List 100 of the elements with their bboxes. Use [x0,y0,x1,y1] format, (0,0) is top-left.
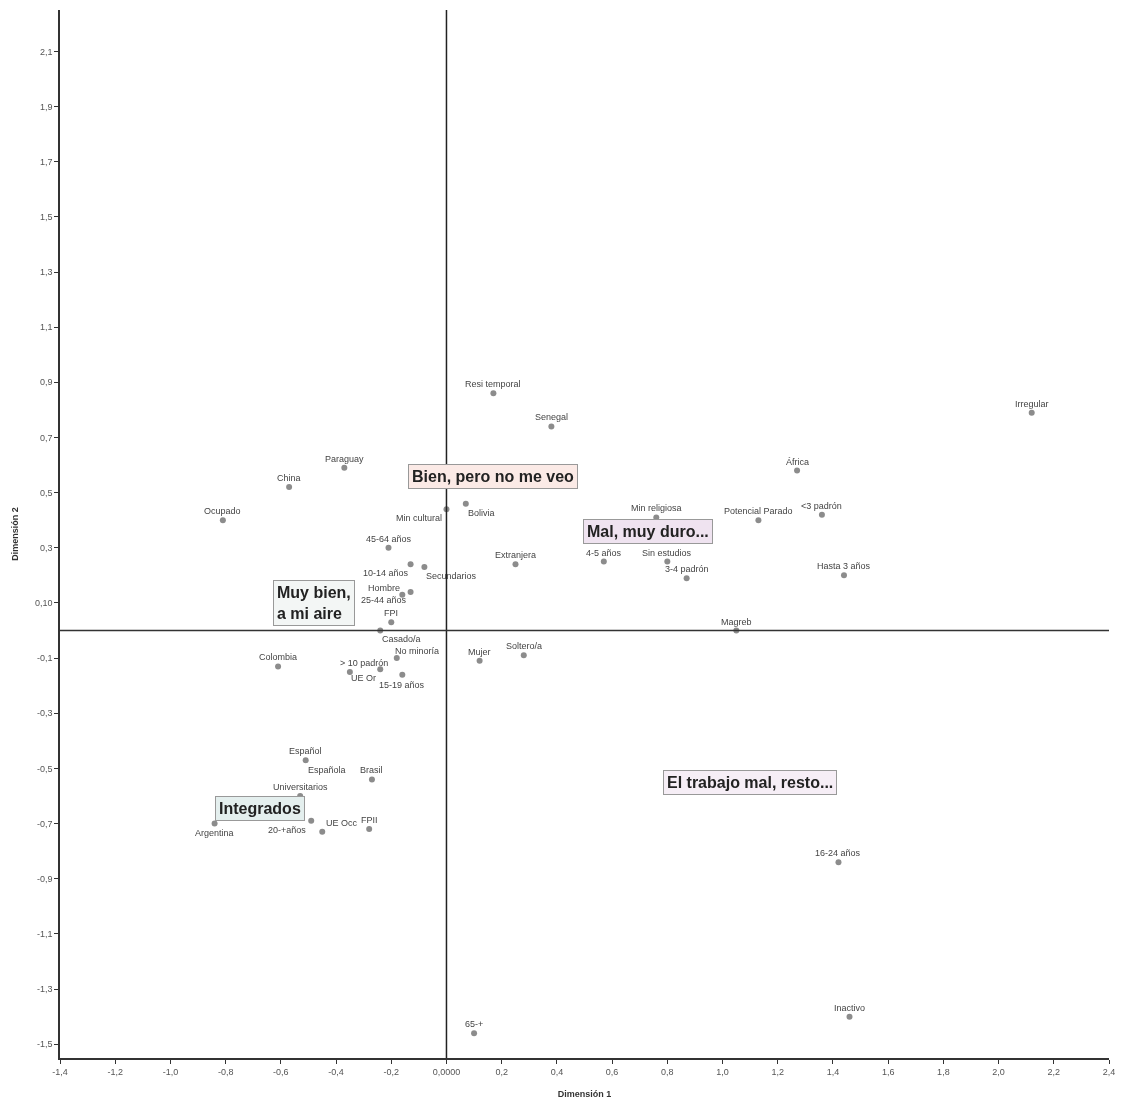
y-tick-label: 1,3 [39,267,53,278]
annotation: Irregular [1015,399,1049,409]
annotation: Argentina [195,828,234,838]
annotation: Colombia [259,652,298,662]
annotation: 16-24 años [815,848,861,858]
point [341,464,348,471]
point [476,657,483,664]
point [388,619,395,626]
x-tick-label: -0,8 [217,1066,234,1077]
x-tick-label: 0,0000 [432,1066,461,1077]
y-tick-label: -1,1 [36,929,53,940]
y-tick-label: 0,3 [39,542,53,553]
annotation: Integrados [219,800,301,817]
x-tick-label: 0,2 [495,1066,508,1077]
y-tick-label: 1,7 [39,156,53,167]
annotation: Resi temporal [465,379,521,389]
point [520,652,527,659]
annotation: 20-+años [268,825,307,835]
y-tick-label: -0,7 [36,818,53,829]
point [319,828,326,835]
annotation: Brasil [360,765,383,775]
annotation: 45-64 años [366,534,412,544]
annotation: 3-4 padrón [665,564,709,574]
point [462,500,469,507]
annotation: UE Or [351,673,377,683]
x-tick-label: 2,0 [992,1066,1005,1077]
y-tick-label: -0,1 [36,653,53,664]
annotation: 4-5 años [586,548,622,558]
annotation: El trabajo mal, resto... [667,774,834,791]
point [407,588,414,595]
point [275,663,282,670]
point [512,561,519,568]
point [219,517,226,524]
x-tick-label: 1,2 [771,1066,784,1077]
annotation: Bolivia [468,508,495,518]
x-tick-label: -0,2 [383,1066,400,1077]
point [346,668,353,675]
annotation: 10-14 años [363,568,409,578]
annotation: Potencial Parado [724,506,793,516]
x-tick-label: -1,0 [162,1066,179,1077]
point [399,671,406,678]
point [683,575,690,582]
annotation: > 10 padrón [340,658,389,668]
point [548,423,555,430]
annotation: Min cultural [396,513,443,523]
y-tick-label: -1,3 [36,984,53,995]
annotation: FPII [361,815,378,825]
annotation: Casado/a [382,634,421,644]
annotation: 65-+ [465,1019,484,1029]
x-tick-label: 2,4 [1102,1066,1116,1077]
annotation: Hasta 3 años [817,561,871,571]
point [600,558,607,565]
point [286,484,293,491]
annotation: Extranjera [495,550,537,560]
y-tick-label: 1,5 [39,211,53,222]
x-tick-label: 1,0 [716,1066,729,1077]
annotation: África [786,457,810,467]
y-tick-label: 0,5 [39,487,53,498]
annotation: Muy bien, a mi aire [277,584,351,622]
y-tick-label: -1,5 [36,1039,53,1050]
annotation: Mal, muy duro... [587,523,709,540]
x-tick-label: 1,6 [881,1066,895,1077]
annotation: Mujer [468,647,491,657]
point [407,561,414,568]
x-tick-label: -1,4 [52,1066,68,1077]
x-tick-label: 1,8 [937,1066,950,1077]
point [308,817,315,824]
y-tick-label: -0,5 [36,763,53,774]
y-tick-label: 0,10 [34,598,53,609]
y-tick-label: 1,1 [39,322,53,333]
x-tick-label: 0,6 [605,1066,619,1077]
x-tick-label: -0,4 [328,1066,344,1077]
point [302,757,309,764]
x-tick-label: 1,4 [826,1066,840,1077]
point [471,1030,478,1037]
annotation: No minoría [395,646,440,656]
annotation: China [277,473,301,483]
annotation: Min religiosa [631,503,682,513]
annotation: Universitarios [273,782,329,792]
point [1028,409,1035,416]
x-axis-title: Dimensión 1 [557,1088,612,1099]
annotation: 15-19 años [379,680,425,690]
point [368,776,375,783]
annotation: Magreb [721,617,752,627]
x-tick-label: 0,8 [661,1066,674,1077]
point [393,655,400,662]
x-tick-label: 0,4 [550,1066,564,1077]
point [846,1013,853,1020]
annotation: Bien, pero no me veo [412,468,575,485]
annotation: Inactivo [834,1003,866,1013]
point [385,544,392,551]
annotation: Soltero/a [506,641,543,651]
point [366,826,373,833]
annotation: FPI [384,608,399,618]
y-tick-label: -0,3 [36,708,53,719]
annotation: UE Occ [326,818,358,828]
annotation: Ocupado [204,506,241,516]
annotation: Española [308,765,346,775]
y-tick-label: 2,1 [39,46,53,57]
point [211,820,218,827]
